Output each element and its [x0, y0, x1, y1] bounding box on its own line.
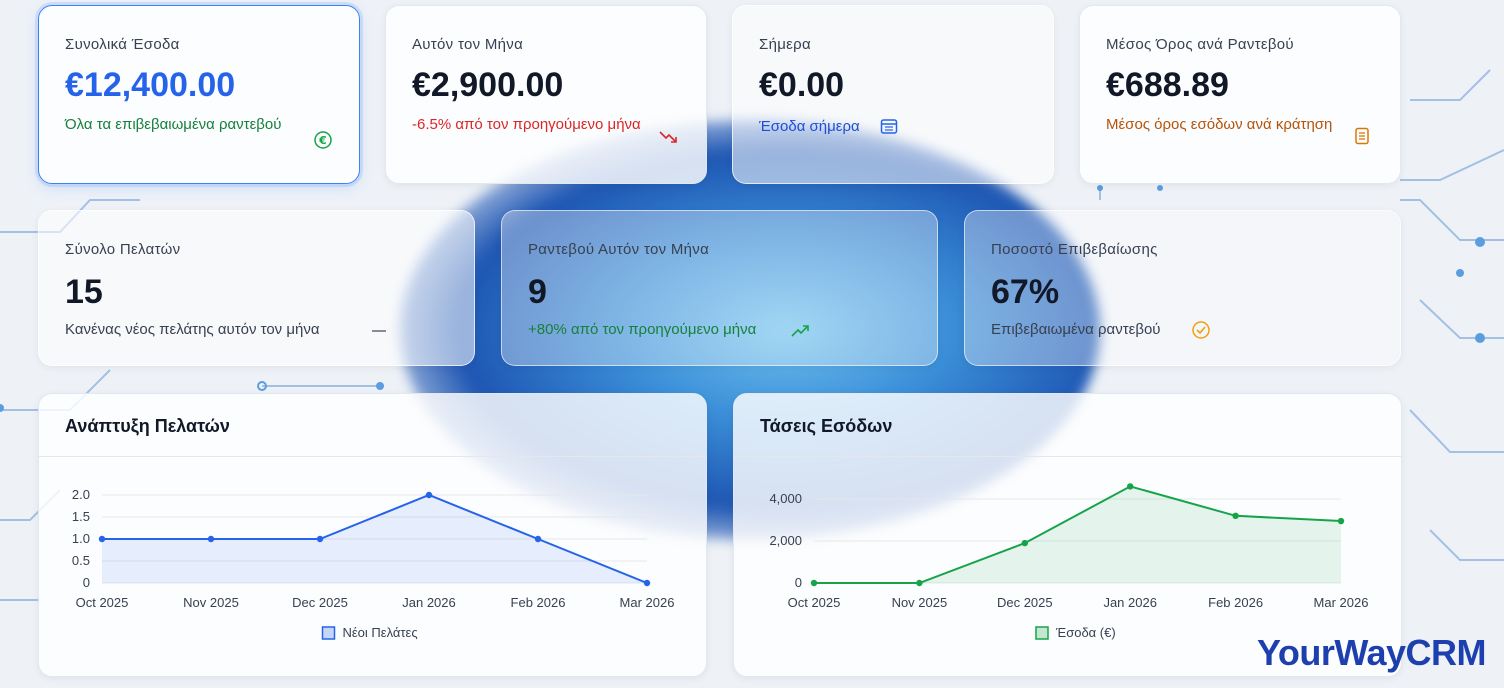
brand-logo: YourWayCRM — [1257, 632, 1487, 673]
stat-subtext: Μέσος όρος εσόδων ανά κράτηση — [1106, 116, 1333, 133]
euro-icon: € — [314, 131, 332, 149]
data-point[interactable] — [916, 579, 923, 587]
data-point[interactable] — [1232, 512, 1239, 519]
x-tick-label: Nov 2025 — [892, 595, 948, 610]
revenue-trends-chart-card: Τάσεις Εσόδων 0 2,000 4,000 Oct 2025 Nov 202… — [733, 393, 1402, 677]
svg-text:€: € — [318, 134, 327, 147]
stat-label: Σήμερα — [759, 36, 811, 53]
calendar-icon — [880, 119, 898, 134]
y-tick-label: 0 — [83, 575, 90, 590]
data-point[interactable] — [534, 535, 542, 543]
stat-label: Ποσοστό Επιβεβαίωσης — [991, 241, 1158, 258]
x-tick-label: Mar 2026 — [620, 595, 675, 610]
stat-label: Συνολικά Έσοδα — [65, 36, 180, 53]
data-point[interactable] — [425, 491, 433, 499]
x-tick-label: Dec 2025 — [997, 595, 1053, 610]
stat-value: €0.00 — [759, 66, 845, 104]
chart-title: Τάσεις Εσόδων — [760, 416, 893, 436]
legend-swatch[interactable] — [1035, 626, 1049, 640]
chart-title: Ανάπτυξη Πελατών — [65, 416, 230, 436]
x-tick-label: Feb 2026 — [1208, 595, 1263, 610]
x-tick-label: Feb 2026 — [511, 595, 566, 610]
stat-value: €688.89 — [1106, 66, 1229, 104]
stat-card-total-clients[interactable]: Σύνολο Πελατών 15 Κανένας νέος πελάτης α… — [38, 210, 475, 366]
revenue-trends-chart: 0 2,000 4,000 Oct 2025 Nov 2025 Dec 2025 Jan 2… — [769, 483, 1369, 640]
stat-subtext: Κανένας νέος πελάτης αυτόν τον μήνα — [65, 321, 320, 338]
divider — [39, 456, 706, 457]
stat-value: €12,400.00 — [65, 66, 236, 104]
stat-card-average-per-appointment[interactable]: Μέσος Όρος ανά Ραντεβού €688.89 Μέσος όρ… — [1079, 5, 1401, 184]
legend-label[interactable]: Έσοδα (€) — [1055, 625, 1116, 640]
data-point[interactable] — [316, 535, 324, 543]
data-point[interactable] — [1021, 539, 1028, 547]
series-line — [814, 485, 1342, 584]
divider — [734, 456, 1401, 457]
x-tick-label: Mar 2026 — [1314, 595, 1369, 610]
data-point[interactable] — [810, 579, 818, 587]
data-point[interactable] — [98, 535, 106, 543]
stat-card-today[interactable]: Σήμερα €0.00 Έσοδα σήμερα — [732, 5, 1054, 184]
stat-subtext: Έσοδα σήμερα — [759, 118, 860, 135]
dash-icon — [372, 330, 386, 332]
client-growth-chart-card: Ανάπτυξη Πελατών 0 0.5 1.0 1.5 2.0 Oct 2025 No… — [38, 393, 707, 677]
y-tick-label: 2.0 — [72, 487, 90, 502]
stat-label: Μέσος Όρος ανά Ραντεβού — [1106, 36, 1294, 53]
receipt-icon — [1355, 127, 1369, 145]
y-tick-label: 0.5 — [72, 553, 90, 568]
y-tick-label: 2,000 — [769, 533, 802, 548]
trend-up-icon — [791, 325, 809, 337]
x-tick-label: Oct 2025 — [76, 595, 129, 610]
y-tick-label: 4,000 — [769, 491, 802, 506]
stat-value: €2,900.00 — [412, 66, 564, 104]
stat-label: Ραντεβού Αυτόν τον Μήνα — [528, 241, 710, 258]
data-point[interactable] — [1127, 483, 1134, 490]
data-point[interactable] — [643, 579, 651, 587]
client-growth-chart: 0 0.5 1.0 1.5 2.0 Oct 2025 Nov 2025 Dec 2025 Jan… — [72, 487, 675, 640]
x-tick-label: Jan 2026 — [1103, 595, 1157, 610]
series-line — [102, 493, 648, 584]
data-point[interactable] — [207, 535, 215, 543]
stat-subtext: +80% από τον προηγούμενο μήνα — [528, 321, 757, 338]
stat-subtext: Όλα τα επιβεβαιωμένα ραντεβού — [65, 116, 282, 133]
stat-card-total-revenue[interactable]: Συνολικά Έσοδα €12,400.00 Όλα τα επιβεβα… — [38, 5, 360, 184]
series-area — [102, 495, 647, 583]
stat-value: 9 — [528, 273, 547, 311]
stat-card-this-month[interactable]: Αυτόν τον Μήνα €2,900.00 -6.5% από τον π… — [385, 5, 707, 184]
stat-label: Σύνολο Πελατών — [65, 241, 181, 258]
series-area — [814, 486, 1341, 583]
x-tick-label: Dec 2025 — [292, 595, 348, 610]
x-tick-label: Oct 2025 — [788, 595, 841, 610]
x-tick-label: Nov 2025 — [183, 595, 239, 610]
trend-down-icon — [659, 131, 677, 143]
y-tick-label: 1.5 — [72, 509, 90, 524]
data-point[interactable] — [1337, 517, 1345, 525]
y-tick-label: 1.0 — [72, 531, 90, 546]
x-tick-label: Jan 2026 — [402, 595, 456, 610]
legend-label[interactable]: Νέοι Πελάτες — [343, 625, 418, 640]
stat-label: Αυτόν τον Μήνα — [412, 36, 524, 53]
stat-card-confirmation-rate[interactable]: Ποσοστό Επιβεβαίωσης 67% Επιβεβαιωμένα ρ… — [964, 210, 1401, 366]
stat-card-appointments-this-month[interactable]: Ραντεβού Αυτόν τον Μήνα 9 +80% από τον π… — [501, 210, 938, 366]
stat-value: 67% — [991, 273, 1060, 311]
stat-subtext: Επιβεβαιωμένα ραντεβού — [991, 321, 1161, 338]
y-tick-label: 0 — [795, 575, 802, 590]
stat-subtext: -6.5% από τον προηγούμενο μήνα — [412, 116, 641, 133]
legend-swatch[interactable] — [321, 626, 336, 640]
stat-value: 15 — [65, 273, 103, 311]
check-circle-icon — [1192, 321, 1210, 339]
